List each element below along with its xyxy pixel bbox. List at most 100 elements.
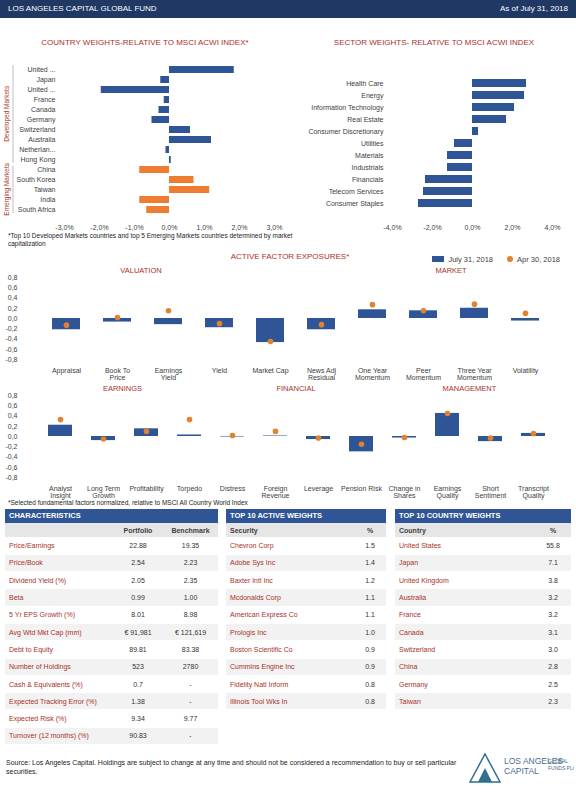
svg-text:EarningsQuality: EarningsQuality	[434, 485, 462, 500]
svg-text:Yield: Yield	[212, 367, 227, 374]
html-text:Source: Los Angeles Capital. H: Source: Los Angeles Capital. Holdings ar…	[6, 759, 457, 775]
svg-text:Germany: Germany	[27, 116, 56, 124]
svg-text:Energy: Energy	[361, 92, 384, 100]
svg-text:Health Care: Health Care	[346, 80, 383, 87]
svg-text:0,2: 0,2	[8, 422, 18, 429]
svg-text:MARKET: MARKET	[435, 266, 467, 275]
svg-text:Financials: Financials	[352, 176, 384, 183]
html-text:COUNTRY WEIGHTS-RELATIVE TO MS: COUNTRY WEIGHTS-RELATIVE TO MSCI ACWI IN…	[41, 38, 249, 47]
html-text:As of July 31, 2018: As of July 31, 2018	[500, 4, 568, 13]
svg-text:-0,6: -0,6	[5, 345, 17, 352]
svg-text:VALUATION: VALUATION	[120, 266, 161, 275]
svg-text:1,0%: 1,0%	[197, 224, 213, 231]
svg-text:MANAGEMENT: MANAGEMENT	[443, 384, 497, 393]
svg-text:Change inShares: Change inShares	[389, 485, 421, 499]
svg-text:-2,0%: -2,0%	[90, 224, 108, 231]
svg-text:Pension Risk: Pension Risk	[341, 485, 382, 492]
svg-text:GLOBAL: GLOBAL	[548, 758, 568, 764]
svg-text:PeerMomentum: PeerMomentum	[406, 367, 441, 381]
svg-text:News AdjResidual: News AdjResidual	[307, 367, 337, 381]
svg-text:Switzerland: Switzerland	[19, 126, 55, 133]
svg-text:Real Estate: Real Estate	[347, 116, 383, 123]
svg-text:0,0: 0,0	[8, 433, 18, 440]
svg-text:-0,8: -0,8	[5, 474, 17, 481]
svg-text:-0,2: -0,2	[5, 325, 17, 332]
svg-text:Netherlan...: Netherlan...	[19, 146, 55, 153]
svg-text:Long TermGrowth: Long TermGrowth	[87, 485, 120, 499]
svg-text:0,0%: 0,0%	[162, 224, 178, 231]
svg-text:FINANCIAL: FINANCIAL	[276, 384, 315, 393]
svg-text:2,0%: 2,0%	[232, 224, 248, 231]
svg-text:2,0%: 2,0%	[505, 224, 521, 231]
svg-text:Information Technology: Information Technology	[311, 104, 384, 112]
svg-text:Leverage: Leverage	[304, 485, 333, 493]
svg-text:-0,2: -0,2	[5, 443, 17, 450]
svg-text:LOS ANGELES: LOS ANGELES	[504, 756, 564, 766]
svg-text:United ...: United ...	[27, 86, 55, 93]
svg-text:Volatility: Volatility	[513, 367, 539, 375]
svg-text:3,0%: 3,0%	[267, 224, 283, 231]
svg-text:Torpedo: Torpedo	[177, 485, 202, 493]
svg-text:CAPITAL: CAPITAL	[504, 766, 539, 776]
svg-text:Distress: Distress	[220, 485, 246, 492]
svg-text:0,8: 0,8	[8, 274, 18, 281]
svg-text:-2,0%: -2,0%	[423, 224, 441, 231]
svg-text:0,0%: 0,0%	[465, 224, 481, 231]
svg-text:0,4: 0,4	[8, 412, 18, 419]
html-text:*Top 10 Developed Markets coun: *Top 10 Developed Markets countries and …	[8, 232, 293, 247]
svg-text:Australia: Australia	[28, 136, 55, 143]
svg-text:0,4: 0,4	[8, 294, 18, 301]
html-text:Apr 30, 2018: Apr 30, 2018	[517, 254, 560, 264]
svg-text:-0,4: -0,4	[5, 335, 17, 342]
svg-text:Book ToPrice: Book ToPrice	[105, 367, 130, 381]
svg-text:Three YearMomentum: Three YearMomentum	[457, 367, 492, 381]
svg-text:Japan: Japan	[36, 76, 55, 84]
svg-text:United ...: United ...	[27, 66, 55, 73]
svg-text:ShortSentiment: ShortSentiment	[475, 485, 507, 499]
html-text:TOP 10 ACTIVE WEIGHTS: TOP 10 ACTIVE WEIGHTS	[230, 511, 322, 520]
html-text:ACTIVE FACTOR EXPOSURES*: ACTIVE FACTOR EXPOSURES*	[230, 252, 350, 261]
svg-text:0,6: 0,6	[8, 402, 18, 409]
svg-text:Market Cap: Market Cap	[252, 367, 288, 375]
svg-text:Emerging Markets: Emerging Markets	[3, 162, 11, 215]
svg-text:Consumer Staples: Consumer Staples	[326, 200, 384, 208]
svg-text:Utilities: Utilities	[361, 140, 384, 147]
svg-text:One YearMomentum: One YearMomentum	[355, 367, 390, 381]
svg-text:India: India	[40, 196, 55, 203]
svg-text:EarningsYield: EarningsYield	[155, 367, 183, 381]
html-text:LOS ANGELES CAPITAL GLOBAL FUN: LOS ANGELES CAPITAL GLOBAL FUND	[8, 4, 157, 13]
svg-text:-0,6: -0,6	[5, 463, 17, 470]
svg-text:Developed Markets: Developed Markets	[3, 85, 11, 142]
svg-text:-3,0%: -3,0%	[55, 224, 73, 231]
svg-text:South Africa: South Africa	[18, 206, 56, 213]
svg-text:0,8: 0,8	[8, 392, 18, 399]
svg-text:AnalystInsight: AnalystInsight	[49, 485, 72, 500]
svg-text:ForeignRevenue: ForeignRevenue	[261, 485, 289, 499]
svg-text:Consumer Discretionary: Consumer Discretionary	[308, 128, 384, 136]
svg-text:FUNDS PLC: FUNDS PLC	[548, 765, 574, 771]
html-text:CHARACTERISTICS: CHARACTERISTICS	[9, 511, 81, 520]
svg-text:France: France	[34, 96, 56, 103]
svg-text:0,0: 0,0	[8, 315, 18, 322]
svg-text:-0,4: -0,4	[5, 453, 17, 460]
svg-text:0,6: 0,6	[8, 284, 18, 291]
svg-text:China: China	[37, 166, 55, 173]
html-text:SECTOR WEIGHTS- RELATIVE TO MS: SECTOR WEIGHTS- RELATIVE TO MSCI ACWI IN…	[333, 38, 535, 47]
svg-text:4,0%: 4,0%	[545, 224, 561, 231]
svg-text:-1,0%: -1,0%	[125, 224, 143, 231]
svg-text:Profitability: Profitability	[129, 485, 164, 493]
svg-text:Materials: Materials	[355, 152, 384, 159]
svg-text:0,2: 0,2	[8, 304, 18, 311]
html-text:July 31, 2018: July 31, 2018	[448, 254, 493, 264]
svg-text:TranscriptQuality: TranscriptQuality	[518, 485, 549, 500]
svg-text:-0,8: -0,8	[5, 356, 17, 363]
svg-text:Industrials: Industrials	[352, 164, 384, 171]
svg-text:EARNINGS: EARNINGS	[103, 384, 142, 393]
svg-text:Canada: Canada	[31, 106, 56, 113]
svg-text:Hong Kong: Hong Kong	[20, 156, 55, 164]
svg-text:Telecom Services: Telecom Services	[329, 188, 384, 195]
svg-text:-4,0%: -4,0%	[383, 224, 401, 231]
svg-text:Appraisal: Appraisal	[52, 367, 82, 375]
svg-text:South Korea: South Korea	[17, 176, 56, 183]
svg-text:Taiwan: Taiwan	[34, 186, 56, 193]
